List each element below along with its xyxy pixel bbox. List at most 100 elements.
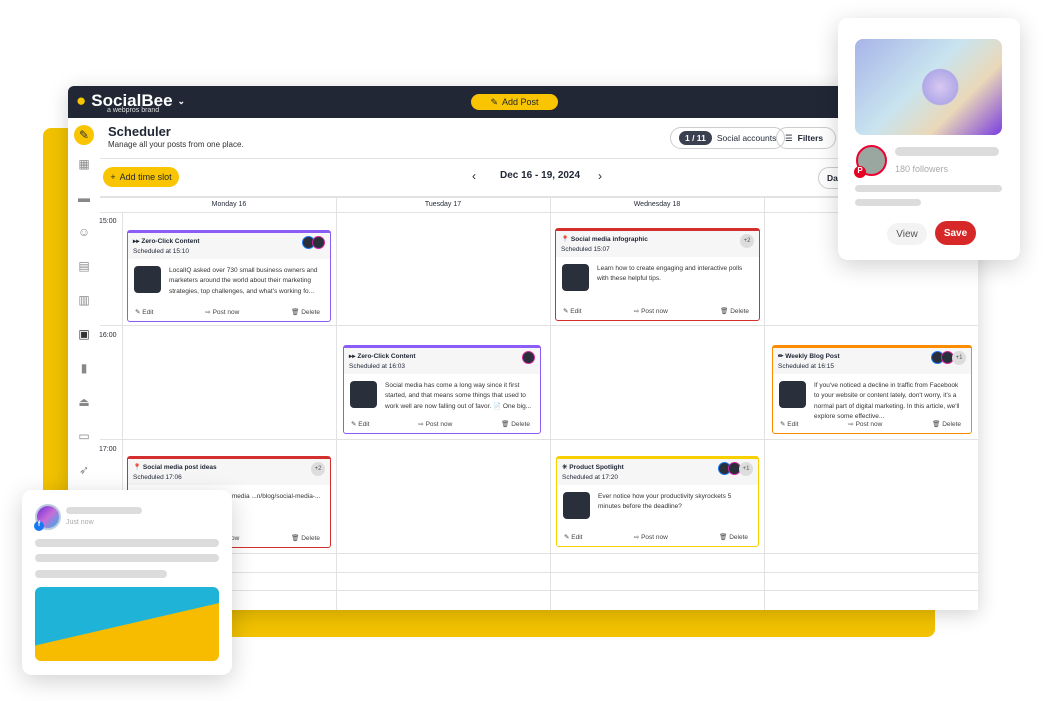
scheduled-time: Scheduled at 17:20 xyxy=(562,474,619,481)
post-now-button[interactable]: ⇨ Post now xyxy=(633,308,668,315)
prev-week-button[interactable]: ‹ xyxy=(472,169,476,183)
sidebar-scheduler-icon[interactable]: ✎ xyxy=(74,125,94,145)
delete-label: Delete xyxy=(301,535,320,542)
post-text: Social media has come a long way since i… xyxy=(385,382,532,410)
edit-button[interactable]: ✎ Edit xyxy=(351,421,370,428)
scheduled-time: Scheduled at 15:10 xyxy=(133,248,190,255)
post-text: LocalIQ asked over 730 small business ow… xyxy=(169,267,318,295)
category-name: Product Spotlight xyxy=(569,464,624,471)
delete-button[interactable]: 🗑 Delete xyxy=(291,535,320,542)
post-card[interactable]: 📍 Social media infographic Scheduled 15:… xyxy=(555,228,760,321)
brand-sub: a webpros brand xyxy=(107,107,160,114)
account-avatars: +2 xyxy=(740,234,754,248)
post-image xyxy=(35,587,219,661)
card-header: ✏ Weekly Blog Post Scheduled at 16:15 +1 xyxy=(773,348,971,374)
logo[interactable]: ● SocialBee ⌄ xyxy=(76,91,185,111)
post-now-label: Post now xyxy=(212,309,240,316)
chevron-down-icon: ⌄ xyxy=(177,95,186,106)
edit-button[interactable]: ✎ Edit xyxy=(563,308,582,315)
delete-button[interactable]: 🗑 Delete xyxy=(291,309,320,316)
filters-label: Filters xyxy=(797,133,824,143)
delete-button[interactable]: 🗑 Delete xyxy=(720,308,749,315)
post-now-button[interactable]: ⇨ Post now xyxy=(418,421,453,428)
category-icon: 📍 xyxy=(133,464,142,471)
sidebar-inbox-icon[interactable]: ⏏ xyxy=(78,395,90,409)
account-avatars: +2 xyxy=(311,462,325,476)
edit-label: Edit xyxy=(570,308,582,315)
day-header-tuesday: Tuesday 17 xyxy=(424,201,462,208)
view-button[interactable]: View xyxy=(887,223,927,245)
delete-label: Delete xyxy=(729,534,748,541)
sidebar-calendar-active-icon[interactable]: ▣ xyxy=(78,327,90,341)
account-avatars xyxy=(302,236,325,249)
category-icon: ▸▸ xyxy=(133,238,140,245)
edit-button[interactable]: ✎ Edit xyxy=(135,309,154,316)
post-now-label: Post now xyxy=(641,534,668,541)
facebook-preview-card: f Just now xyxy=(22,490,232,675)
edit-button[interactable]: ✎ Edit xyxy=(780,421,799,428)
post-now-button[interactable]: ⇨ Post now xyxy=(205,309,240,316)
add-post-button[interactable]: ✎ Add Post xyxy=(471,94,558,110)
sidebar-analytics-icon[interactable]: ▮ xyxy=(80,361,88,375)
delete-button[interactable]: 🗑 Delete xyxy=(932,421,961,428)
edit-label: Edit xyxy=(142,309,154,316)
card-header: 📍 Social media infographic Scheduled 15:… xyxy=(556,231,759,257)
time-label: 16:00 xyxy=(99,332,117,339)
pinterest-preview-card: P 180 followers View Save xyxy=(838,18,1020,260)
scheduled-time: Scheduled 17:06 xyxy=(133,474,182,481)
edit-label: Edit xyxy=(358,421,370,428)
post-now-button[interactable]: ⇨ Post now xyxy=(633,534,668,541)
delete-label: Delete xyxy=(730,308,749,315)
profile-avatar xyxy=(856,145,887,176)
edit-icon: ✎ xyxy=(490,96,498,107)
post-text: Learn how to create engaging and interac… xyxy=(597,265,743,283)
more-accounts-badge: +1 xyxy=(952,351,966,365)
time-label: 17:00 xyxy=(99,446,117,453)
post-now-button[interactable]: ⇨ Post now xyxy=(848,421,883,428)
sidebar-calendar-icon[interactable]: ▥ xyxy=(78,293,90,307)
category-name: Zero-Click Content xyxy=(141,238,200,245)
brand-name: SocialBee xyxy=(91,91,173,110)
category-icon: ▸▸ xyxy=(349,353,356,360)
sidebar-calendar-edit-icon[interactable]: ▤ xyxy=(78,259,90,273)
next-week-button[interactable]: › xyxy=(598,169,602,183)
app-window: ● SocialBee ⌄ a webpros brand ✎ Add Post ✎ … xyxy=(68,86,978,610)
scheduled-time: Scheduled at 16:15 xyxy=(778,363,835,370)
post-text: If you've noticed a decline in traffic f… xyxy=(814,382,960,421)
post-thumbnail xyxy=(350,381,377,408)
more-accounts-badge: +1 xyxy=(739,462,753,476)
post-thumbnail xyxy=(562,264,589,291)
add-post-label: Add Post xyxy=(502,97,539,107)
account-avatars xyxy=(522,351,535,364)
sidebar-dashboard-icon[interactable]: ▦ xyxy=(78,157,90,171)
post-text: Ever notice how your productivity skyroc… xyxy=(598,493,732,511)
social-accounts-button[interactable]: 1 / 11 Social accounts xyxy=(670,127,786,149)
add-time-slot-button[interactable]: + Add time slot xyxy=(103,167,179,187)
sidebar-chat-icon[interactable]: ▭ xyxy=(78,429,90,443)
instagram-account-avatar xyxy=(522,351,535,364)
page-subtitle: Manage all your posts from one place. xyxy=(108,140,244,149)
delete-label: Delete xyxy=(511,421,530,428)
scheduled-time: Scheduled at 16:03 xyxy=(349,363,406,370)
card-header: ▸▸ Zero-Click Content Scheduled at 15:10 xyxy=(128,233,330,259)
post-card[interactable]: ▸▸ Zero-Click Content Scheduled at 15:10… xyxy=(127,230,331,322)
sidebar-rocket-icon[interactable]: ➶ xyxy=(78,463,90,477)
card-header: ▸▸ Zero-Click Content Scheduled at 16:03 xyxy=(344,348,540,374)
edit-label: Edit xyxy=(571,534,583,541)
add-time-slot-label: Add time slot xyxy=(119,172,172,182)
account-avatars: +1 xyxy=(718,462,753,476)
edit-button[interactable]: ✎ Edit xyxy=(564,534,583,541)
post-now-label: Post now xyxy=(641,308,668,315)
post-card[interactable]: ✏ Weekly Blog Post Scheduled at 16:15 +1… xyxy=(772,345,972,434)
post-card[interactable]: ✳ Product Spotlight Scheduled at 17:20 +… xyxy=(556,456,759,547)
filters-button[interactable]: ☰ Filters xyxy=(776,127,836,149)
save-button[interactable]: Save xyxy=(935,221,976,245)
delete-button[interactable]: 🗑 Delete xyxy=(719,534,748,541)
post-card[interactable]: ▸▸ Zero-Click Content Scheduled at 16:03… xyxy=(343,345,541,434)
category-name: Social media infographic xyxy=(570,236,648,243)
instagram-account-avatar xyxy=(312,236,325,249)
sidebar-bot-icon[interactable]: ☺ xyxy=(77,225,91,239)
delete-button[interactable]: 🗑 Delete xyxy=(501,421,530,428)
time-label: 15:00 xyxy=(99,218,117,225)
sidebar-folder-icon[interactable]: ▬ xyxy=(78,191,90,205)
